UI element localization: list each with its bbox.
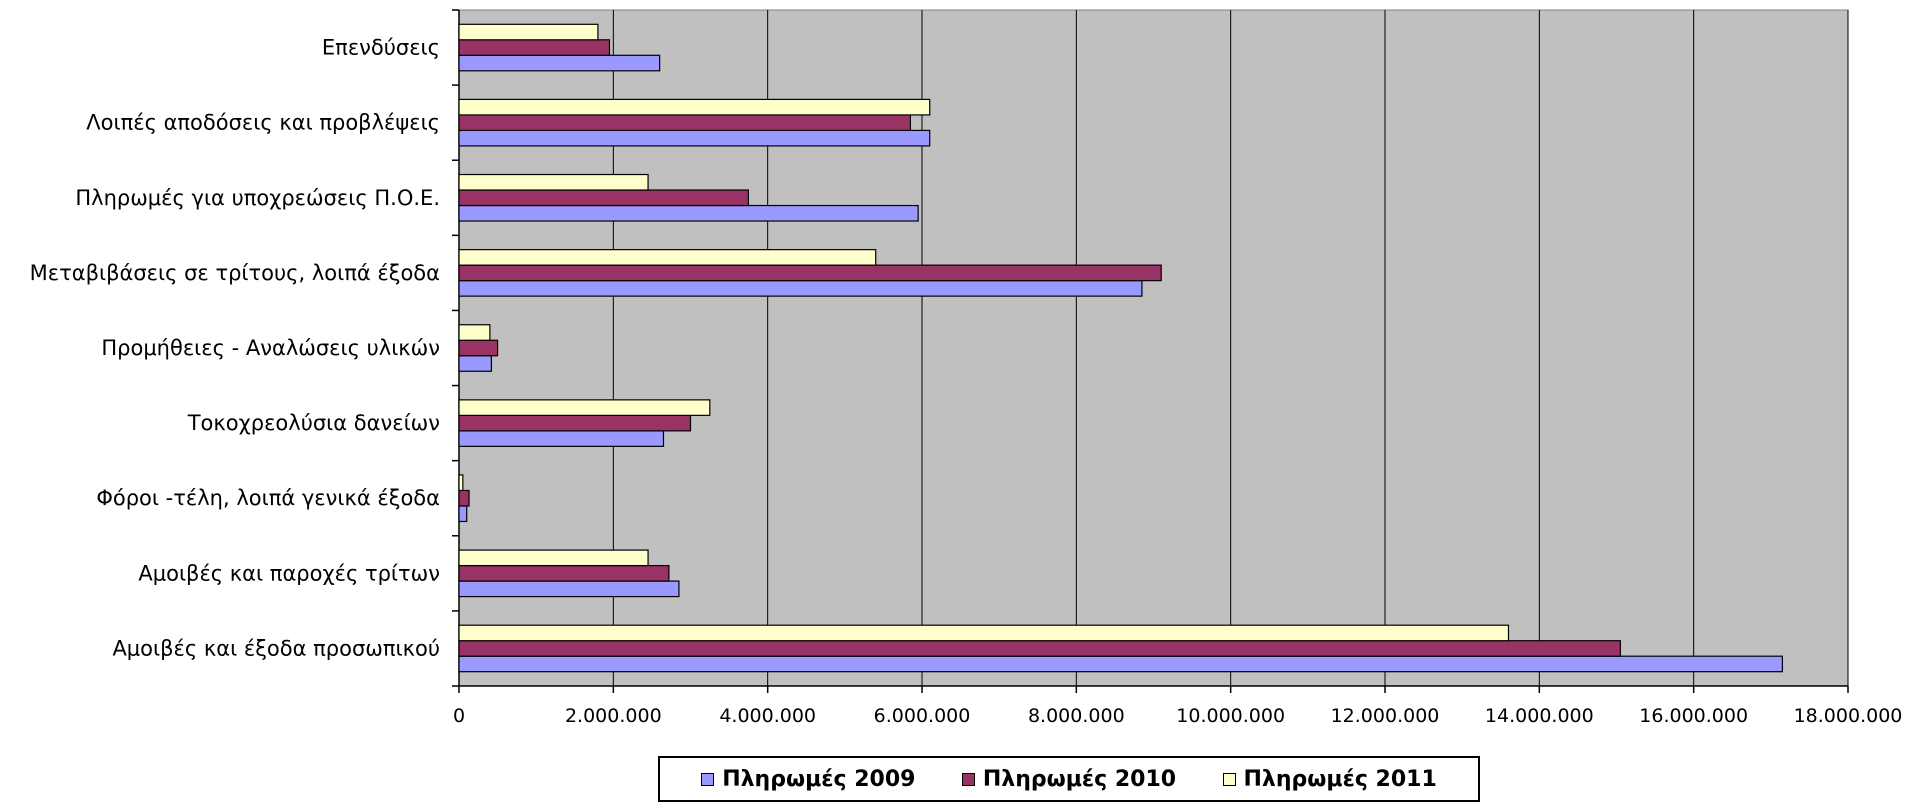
bar <box>458 414 692 432</box>
bar <box>458 640 1621 657</box>
y-category-label: Αμοιβές και έξοδα προσωπικού <box>112 636 440 660</box>
bar <box>458 204 919 222</box>
legend-swatch-2009 <box>701 772 715 786</box>
bar <box>458 505 468 523</box>
x-tick-label: 16.000.000 <box>1639 705 1748 727</box>
y-category-label: Αμοιβές και παροχές τρίτων <box>138 561 440 585</box>
y-category-label: Μεταβιβάσεις σε τρίτους, λοιπά έξοδα <box>30 261 440 285</box>
x-tick-label: 14.000.000 <box>1485 705 1594 727</box>
bar <box>458 114 912 132</box>
legend-swatch-2011 <box>1222 772 1236 786</box>
y-category-label: Τοκοχρεολύσια δανείων <box>187 411 440 435</box>
bar <box>458 23 599 41</box>
bar <box>458 549 649 567</box>
x-tick-label: 6.000.000 <box>874 705 971 727</box>
x-tick-label: 12.000.000 <box>1331 705 1440 727</box>
x-tick-label: 4.000.000 <box>719 705 816 727</box>
y-category-label: Πληρωμές για υποχρεώσεις Π.Ο.Ε. <box>75 186 440 210</box>
bar <box>458 39 611 56</box>
bar <box>458 173 649 191</box>
legend-label-2010: Πληρωμές 2010 <box>982 766 1177 792</box>
bar <box>458 98 931 116</box>
bar <box>458 324 491 341</box>
x-tick-label: 8.000.000 <box>1028 705 1125 727</box>
bar <box>458 489 470 507</box>
bar <box>458 264 1162 282</box>
bar <box>458 189 749 207</box>
bar <box>458 399 711 416</box>
x-tick-label: 10.000.000 <box>1176 705 1285 727</box>
bar <box>458 624 1510 642</box>
bar <box>458 430 665 447</box>
chart-legend: Πληρωμές 2009 Πληρωμές 2010 Πληρωμές 201… <box>658 756 1480 802</box>
bar <box>458 655 1784 673</box>
bar <box>458 355 493 372</box>
legend-swatch-2010 <box>961 772 975 786</box>
bar <box>458 280 1143 297</box>
legend-item-2010: Πληρωμές 2010 <box>961 766 1177 792</box>
legend-label-2009: Πληρωμές 2009 <box>722 766 916 792</box>
bar <box>458 564 670 582</box>
x-tick-label: 2.000.000 <box>565 705 662 727</box>
bar <box>458 249 877 266</box>
bar <box>458 580 680 598</box>
x-tick-label: 18.000.000 <box>1794 705 1903 727</box>
legend-label-2011: Πληρωμές 2011 <box>1243 766 1437 792</box>
bar <box>458 129 931 147</box>
y-category-label: Προμήθειες - Αναλώσεις υλικών <box>101 336 440 360</box>
x-tick-label: 0 <box>453 705 465 727</box>
y-category-label: Λοιπές αποδόσεις και προβλέψεις <box>86 111 440 135</box>
y-category-label: Φόροι -τέλη, λοιπά γενικά έξοδα <box>96 486 440 510</box>
y-category-label: Επενδύσεις <box>322 36 440 60</box>
bar <box>458 54 661 72</box>
bar <box>458 474 464 492</box>
legend-item-2011: Πληρωμές 2011 <box>1222 766 1437 792</box>
legend-item-2009: Πληρωμές 2009 <box>701 767 915 792</box>
bar <box>458 339 499 357</box>
